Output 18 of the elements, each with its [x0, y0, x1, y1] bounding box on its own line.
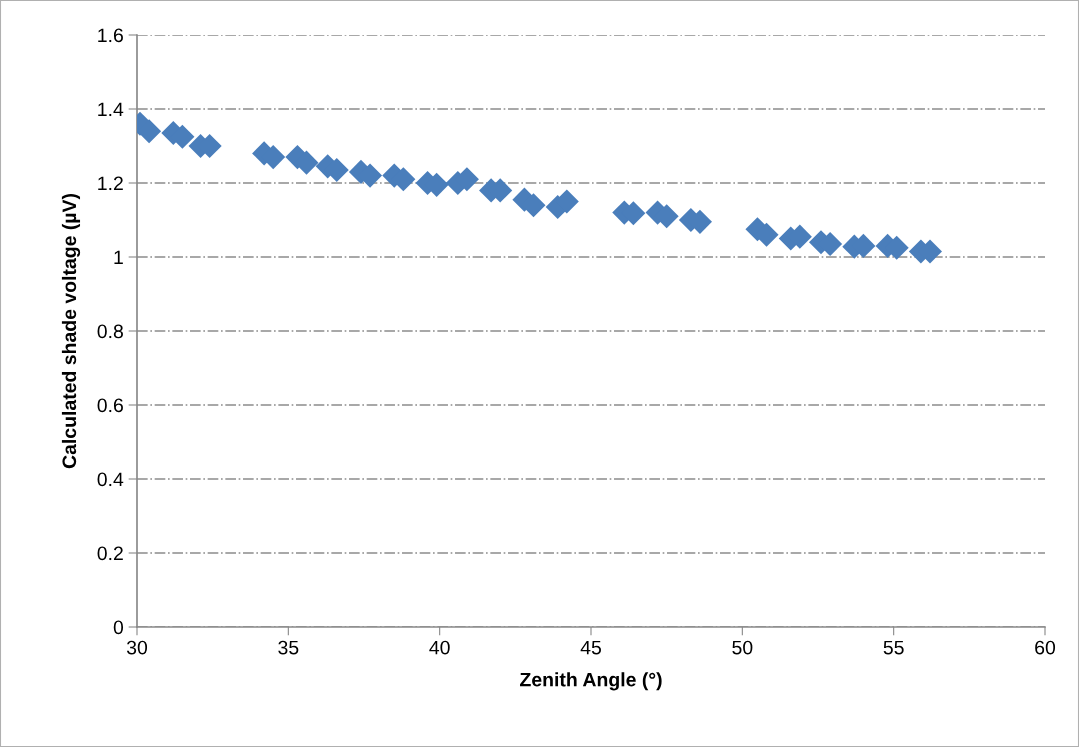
x-tick-label: 60 [1035, 640, 1056, 655]
y-tick-label: 0.6 [97, 398, 123, 413]
y-tick-label: 1.2 [98, 176, 123, 191]
x-axis-title: Zenith Angle (°) [520, 672, 662, 691]
y-tick-label: 0.4 [97, 472, 124, 487]
x-tick-label: 55 [883, 640, 904, 655]
x-tick-label: 40 [429, 640, 450, 655]
x-tick-label: 45 [580, 640, 601, 655]
x-tick-label: 35 [278, 640, 299, 655]
y-axis-title: Calculated shade voltage (µV) [61, 193, 81, 469]
x-tick-label: 50 [732, 640, 753, 655]
y-tick-label: 1.6 [98, 28, 123, 43]
y-tick-label: 0 [113, 620, 124, 635]
y-tick-label: 0.8 [97, 324, 123, 339]
y-tick-label: 1 [114, 250, 123, 265]
y-tick-label: 0.2 [97, 546, 123, 561]
x-tick-label: 30 [126, 640, 148, 655]
y-tick-label: 1.4 [98, 102, 124, 117]
